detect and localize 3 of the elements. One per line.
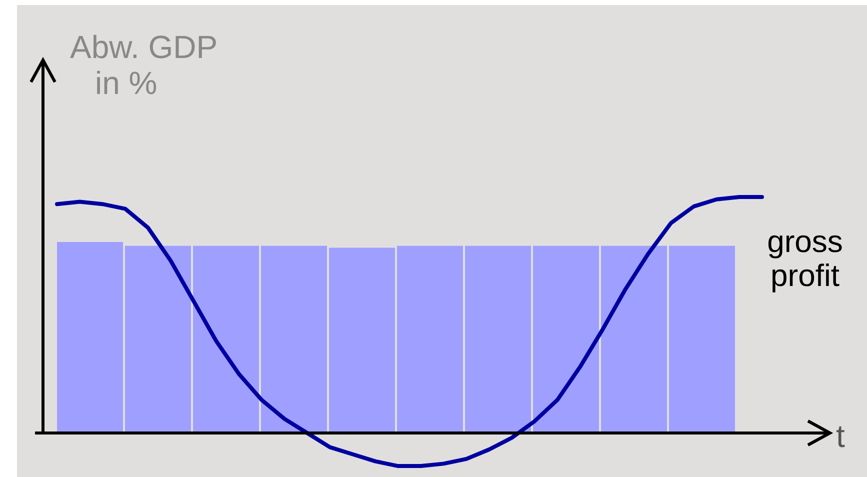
- y-axis-title: Abw. GDP in %: [70, 29, 218, 101]
- series-label: gross profit: [767, 224, 843, 293]
- x-axis-title: t: [836, 418, 845, 454]
